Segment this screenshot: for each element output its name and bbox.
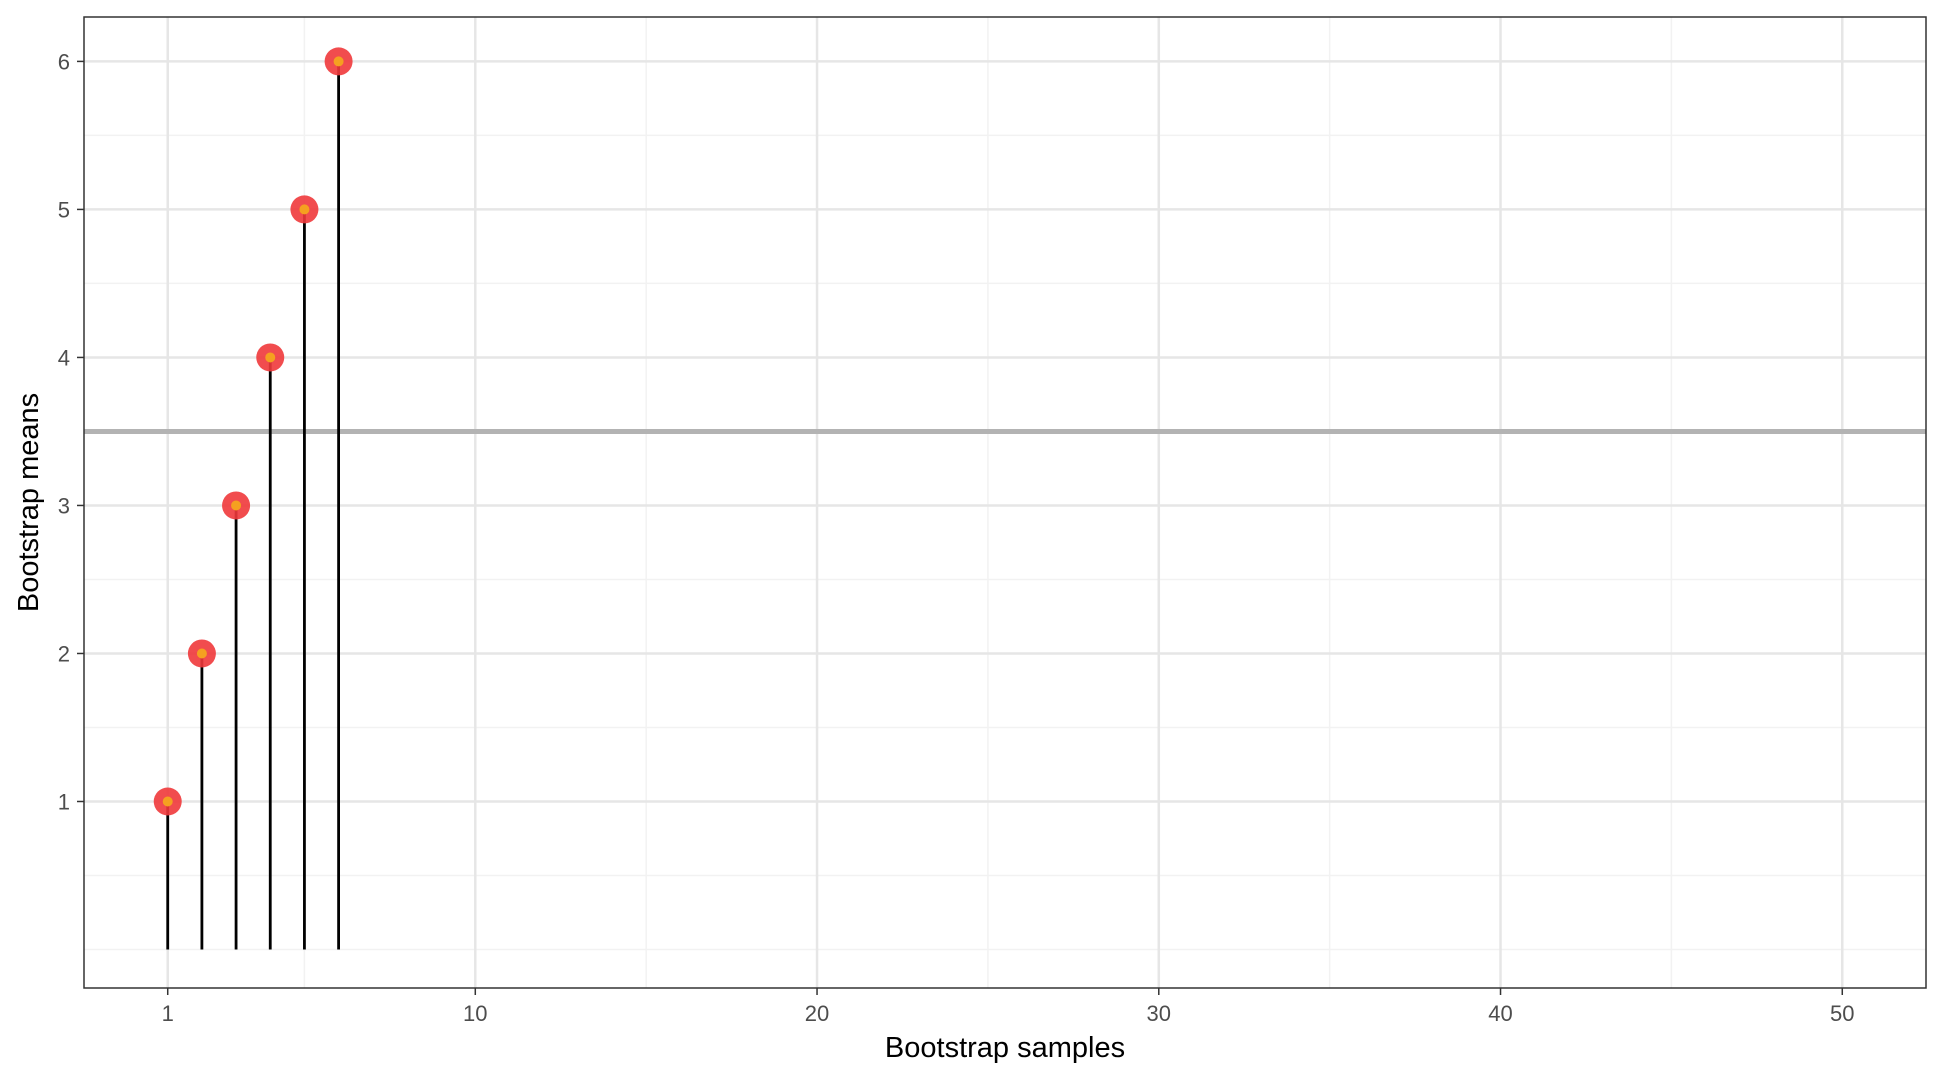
- data-point-inner: [162, 796, 173, 807]
- x-tick-label: 30: [1147, 1001, 1171, 1026]
- x-tick-label: 40: [1488, 1001, 1512, 1026]
- y-tick-label: 1: [58, 789, 70, 814]
- major-gridlines: [84, 17, 1926, 988]
- y-axis-title: Bootstrap means: [13, 393, 45, 612]
- y-tick-label: 5: [58, 197, 70, 222]
- data-point-inner: [196, 648, 207, 659]
- minor-gridlines: [84, 17, 1926, 988]
- segments-layer: [166, 61, 340, 950]
- x-tick-label: 50: [1830, 1001, 1854, 1026]
- x-tick-label: 20: [805, 1001, 829, 1026]
- x-tick-label: 10: [463, 1001, 487, 1026]
- data-point-inner: [265, 352, 276, 363]
- y-axis: 1 2 3 4 5 6: [58, 49, 84, 814]
- y-tick-label: 2: [58, 641, 70, 666]
- data-point-inner: [333, 56, 344, 67]
- data-point-inner: [231, 500, 242, 511]
- panel-border: [83, 16, 1927, 989]
- x-axis: 1 10 20 30 40 50: [162, 988, 1855, 1026]
- x-tick-label: 1: [162, 1001, 174, 1026]
- points-layer: [153, 47, 353, 816]
- x-axis-title: Bootstrap samples: [885, 1032, 1125, 1064]
- y-tick-label: 3: [58, 493, 70, 518]
- y-tick-label: 6: [58, 49, 70, 74]
- data-point-inner: [299, 204, 310, 215]
- y-tick-label: 4: [58, 345, 70, 370]
